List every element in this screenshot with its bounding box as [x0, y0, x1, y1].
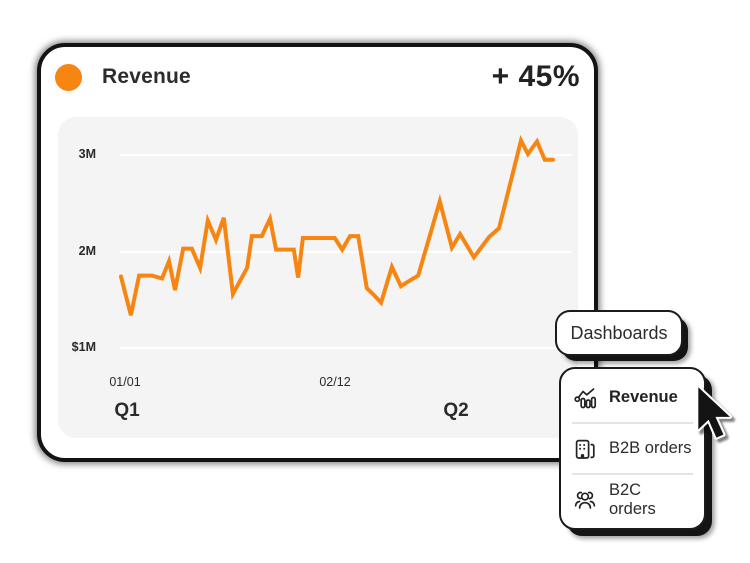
mouse-cursor-icon	[696, 385, 733, 440]
menu-divider	[572, 473, 693, 475]
gridline-1m	[120, 347, 572, 349]
y-tick-3m: 3M	[78, 147, 96, 161]
dashboards-dropdown-trigger[interactable]: Dashboards	[555, 310, 683, 356]
delta-badge: + 45%	[491, 60, 580, 93]
dashboards-dropdown-menu: Revenue B2B orders	[559, 367, 706, 530]
revenue-line-chart	[119, 134, 555, 316]
x-tick-0212: 02/12	[319, 375, 351, 389]
card-title: Revenue	[102, 65, 191, 88]
menu-item-b2c-orders[interactable]: B2C orders	[561, 475, 704, 524]
card-header: Revenue + 45%	[55, 60, 580, 94]
quarter-label-q2: Q2	[443, 400, 469, 421]
menu-item-label: B2C orders	[609, 480, 656, 518]
quarter-label-q1: Q1	[114, 400, 140, 421]
gridline-2m	[120, 251, 572, 253]
menu-item-b2b-orders[interactable]: B2B orders	[561, 424, 704, 473]
chart-panel: 3M 2M $1M 01/01 02/12 Q1 Q2	[58, 117, 578, 438]
y-tick-2m: 2M	[78, 244, 96, 258]
menu-item-label: Revenue	[609, 388, 678, 406]
menu-item-label: B2B orders	[609, 439, 692, 457]
y-tick-1m: $1M	[71, 340, 96, 354]
revenue-legend-dot-icon	[55, 63, 82, 91]
people-icon	[574, 491, 596, 509]
bar-chart-trend-icon	[574, 387, 597, 408]
menu-divider	[572, 422, 693, 424]
revenue-line	[119, 134, 555, 316]
building-icon	[575, 439, 595, 459]
gridline-3m	[120, 154, 572, 156]
revenue-card: Revenue + 45% 3M 2M $1M 01/01 02/12 Q1 Q…	[37, 43, 598, 462]
menu-item-revenue[interactable]: Revenue	[561, 373, 704, 422]
x-tick-0101: 01/01	[109, 375, 141, 389]
